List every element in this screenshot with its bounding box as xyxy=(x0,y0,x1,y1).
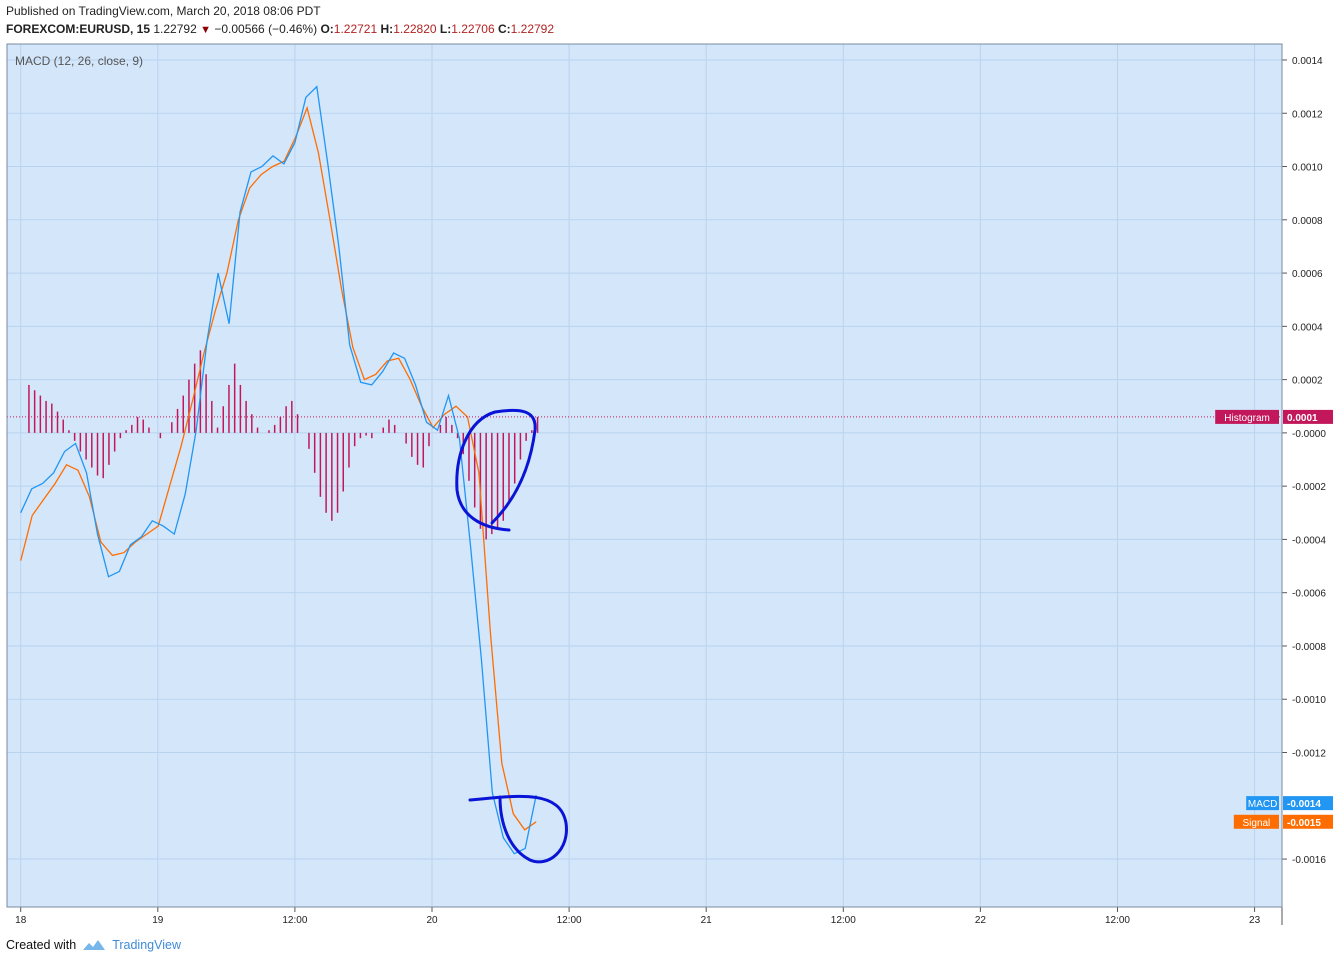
x-tick-label: 12:00 xyxy=(282,915,307,926)
y-tick-label: -0.0004 xyxy=(1292,535,1326,546)
price-axis[interactable]: 0.0014 0.0012 0.0010 0.0008 0.0006 0.0004 0.00… xyxy=(1281,44,1334,925)
price-change: −0.00566 (−0.46%) xyxy=(214,22,318,36)
y-tick-label: 0.0012 xyxy=(1292,109,1323,120)
x-tick-label: 23 xyxy=(1249,915,1261,926)
time-axis[interactable]: 18 19 12:00 20 12:00 21 12:00 22 12:00 23 xyxy=(7,906,1282,926)
y-tick-label: -0.0012 xyxy=(1292,749,1326,760)
last-price: 1.22792 xyxy=(153,22,197,36)
close-value: 1.22792 xyxy=(510,22,555,36)
x-tick-label: 19 xyxy=(152,915,164,926)
macd-label-name: MACD xyxy=(1248,799,1277,810)
x-tick-label: 21 xyxy=(701,915,713,926)
close-label: C: xyxy=(497,22,511,36)
y-tick-label: 0.0002 xyxy=(1292,376,1323,387)
y-tick-label: 0.0006 xyxy=(1292,269,1323,280)
histogram-label-name-tag xyxy=(1215,409,1279,424)
x-tick-label: 12:00 xyxy=(831,915,856,926)
low-value: 1.22706 xyxy=(451,22,495,36)
y-tick-label: -0.0000 xyxy=(1292,429,1326,440)
open-label: O: xyxy=(320,22,334,36)
plot-area[interactable] xyxy=(7,44,1282,907)
open-value: 1.22721 xyxy=(333,22,378,36)
histogram-label-value-tag xyxy=(1283,409,1333,424)
created-with-text: Created with xyxy=(6,938,77,952)
y-tick-label: 0.0010 xyxy=(1292,163,1323,174)
y-tick-label: 0.0004 xyxy=(1292,322,1323,333)
annotation-circle-histogram xyxy=(455,408,537,532)
y-tick-label: -0.0010 xyxy=(1292,695,1326,706)
x-tick-label: 18 xyxy=(15,915,27,926)
y-tick-label: -0.0006 xyxy=(1292,589,1326,600)
grid-lines xyxy=(7,44,1282,907)
x-tick-label: 12:00 xyxy=(1105,915,1130,926)
x-tick-label: 20 xyxy=(426,915,438,926)
macd-label-value-tag xyxy=(1283,796,1333,811)
y-tick-label: 0.0014 xyxy=(1292,56,1323,67)
histogram-label-name: Histogram xyxy=(1224,413,1270,424)
histogram-label-value: 0.0001 xyxy=(1287,413,1318,424)
hand-drawn-annotations xyxy=(455,408,568,864)
published-line: Published on TradingView.com, March 20, … xyxy=(6,4,321,18)
indicator-title: MACD (12, 26, close, 9) xyxy=(15,54,143,68)
x-tick-label: 12:00 xyxy=(557,915,582,926)
tradingview-brand[interactable]: TradingView xyxy=(112,938,181,952)
signal-label-value-tag xyxy=(1283,814,1333,829)
symbol-name[interactable]: FOREXCOM:EURUSD, 15 xyxy=(6,22,151,36)
plot-border xyxy=(6,43,1283,908)
down-arrow-icon: ▼ xyxy=(200,24,211,36)
y-tick-label: -0.0002 xyxy=(1292,482,1326,493)
y-tick-label: -0.0016 xyxy=(1292,855,1326,866)
macd-label-value: -0.0014 xyxy=(1287,799,1321,810)
footer: Created with TradingView xyxy=(6,938,181,952)
tradingview-logo-icon xyxy=(83,940,106,950)
symbol-line: FOREXCOM:EURUSD, 15 1.22792 ▼ −0.00566 (… xyxy=(6,22,554,36)
high-value: 1.22820 xyxy=(393,22,437,36)
low-label: L: xyxy=(439,22,452,36)
axis-value-labels: Histogram 0.0001 MACD -0.0014 Signal -0.0015 xyxy=(1215,409,1333,829)
signal-label-value: -0.0015 xyxy=(1287,818,1321,829)
signal-label-name: Signal xyxy=(1242,818,1270,829)
high-label: H: xyxy=(380,22,394,36)
annotation-circle-cross xyxy=(468,794,568,864)
y-tick-label: 0.0008 xyxy=(1292,216,1323,227)
signal-label-name-tag xyxy=(1233,814,1279,829)
macd-line xyxy=(20,85,537,855)
x-tick-label: 22 xyxy=(975,915,987,926)
signal-line xyxy=(20,105,537,831)
macd-label-name-tag xyxy=(1246,796,1279,811)
y-tick-label: -0.0008 xyxy=(1292,642,1326,653)
price-axis-background xyxy=(1282,44,1334,907)
